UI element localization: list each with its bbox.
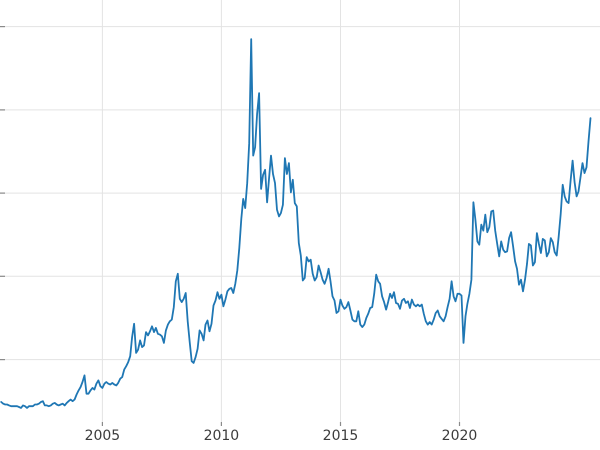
x-tick-label: 2010	[204, 428, 240, 444]
x-tick-label: 2015	[323, 428, 359, 444]
x-tick-label: 2005	[85, 428, 121, 444]
price-line-series	[0, 38, 592, 409]
x-tick-label: 2020	[442, 428, 478, 444]
